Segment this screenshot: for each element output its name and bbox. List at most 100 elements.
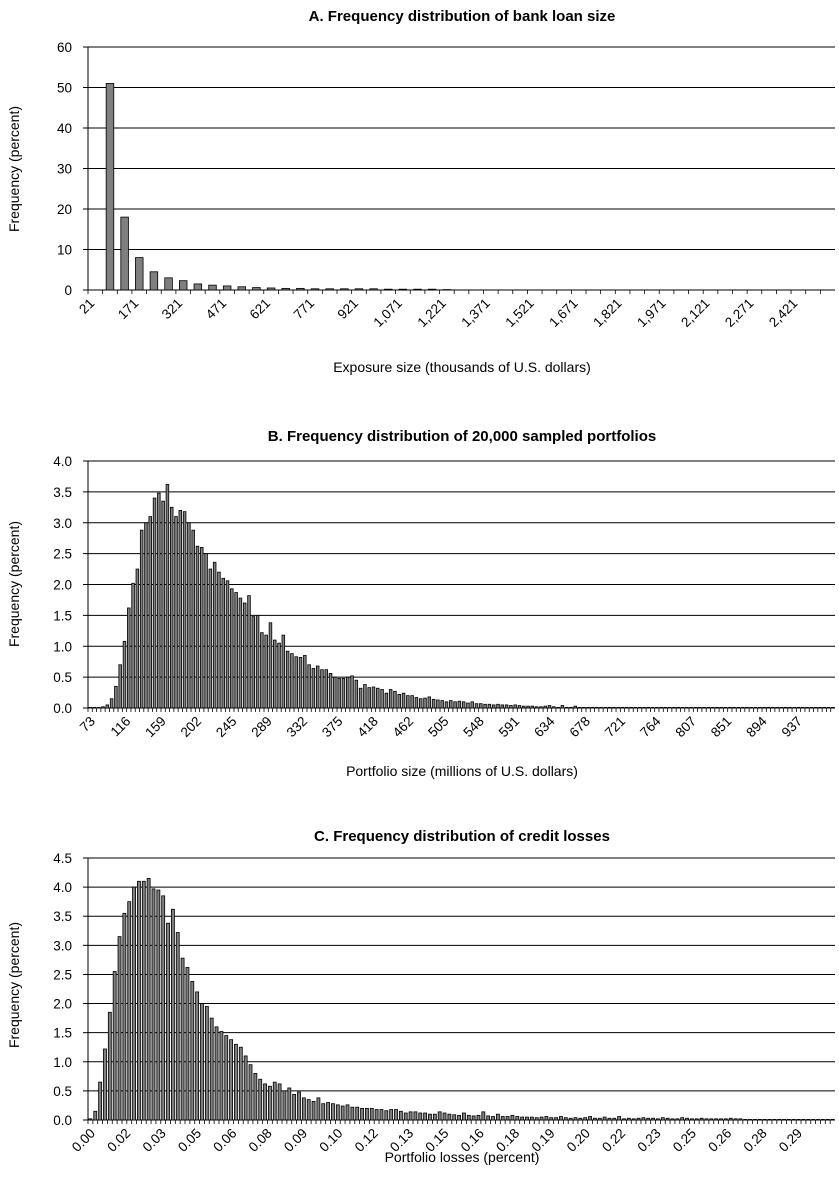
panel-c-bar bbox=[481, 1111, 486, 1121]
panel-b-x-tick-label: 245 bbox=[213, 714, 240, 741]
panel-c-y-tick-label: 4.0 bbox=[53, 880, 72, 895]
panel-a-x-tick-label: 2,121 bbox=[678, 296, 713, 331]
panel-b-bar bbox=[444, 701, 449, 709]
panel-b-bar bbox=[461, 701, 466, 709]
panel-b-bar bbox=[277, 642, 281, 709]
panel-b-bar bbox=[144, 522, 148, 709]
panel-a-bar bbox=[178, 280, 188, 291]
panel-b-bar bbox=[131, 582, 135, 709]
panel-c-bar bbox=[374, 1109, 379, 1121]
panel-c-bar bbox=[185, 967, 190, 1121]
panel-b-bar bbox=[388, 689, 393, 709]
panel-c-bar bbox=[685, 1117, 689, 1121]
panel-b-x-tick-label: 807 bbox=[673, 714, 700, 741]
panel-c-bar bbox=[132, 886, 136, 1121]
panel-c-x-tick-label: 0.10 bbox=[316, 1126, 345, 1155]
panel-b-bar bbox=[195, 545, 200, 709]
panel-b-bar bbox=[749, 706, 754, 709]
panel-c-bar bbox=[219, 1031, 224, 1121]
panel-a-x-tick-label: 2,271 bbox=[722, 296, 757, 331]
panel-c-y-axis-label: Frequency (percent) bbox=[6, 922, 22, 1048]
panel-c-bar bbox=[93, 1110, 98, 1121]
panel-c-bar bbox=[122, 912, 127, 1121]
panel-b-bar bbox=[363, 684, 367, 709]
panel-b-x-tick-label: 591 bbox=[496, 714, 523, 741]
panel-a-bar bbox=[369, 288, 378, 291]
panel-a-bar bbox=[237, 286, 247, 291]
panel-c-bar bbox=[592, 1117, 597, 1121]
panel-c-bar bbox=[292, 1093, 297, 1121]
panel-c-bar bbox=[345, 1104, 350, 1121]
panel-c-bar bbox=[413, 1111, 418, 1121]
panel-c-bar bbox=[398, 1110, 403, 1121]
panel-b-bar bbox=[582, 706, 586, 709]
panel-c-bar bbox=[825, 1119, 830, 1121]
panel-a-x-tick-label: 171 bbox=[115, 296, 142, 323]
panel-a-x-tick-label: 1,821 bbox=[590, 296, 625, 331]
panel-c-bar bbox=[539, 1116, 544, 1121]
panel-b-bar bbox=[187, 522, 191, 709]
panel-b-bar bbox=[122, 640, 127, 709]
panel-a-x-tick-label: 2,421 bbox=[766, 296, 801, 331]
panel-c-bar bbox=[723, 1118, 728, 1121]
panel-c-bar bbox=[156, 889, 161, 1121]
panel-a-bar bbox=[105, 83, 115, 291]
panel-b-bar bbox=[208, 568, 213, 709]
panel-c-bar bbox=[607, 1117, 612, 1121]
panel-b-y-tick-label: 4.0 bbox=[53, 454, 72, 469]
panel-c-bar bbox=[660, 1117, 665, 1121]
panel-b-x-tick-label: 721 bbox=[602, 714, 629, 741]
panel-b-bar bbox=[766, 706, 771, 709]
panel-c-x-tick-label: 0.26 bbox=[705, 1126, 734, 1155]
panel-b-bar bbox=[526, 705, 530, 709]
panel-c-bar bbox=[510, 1114, 515, 1121]
panel-c-bar bbox=[641, 1117, 646, 1121]
panel-c-y-tick-label: 2.0 bbox=[53, 997, 72, 1012]
panel-c-bar bbox=[88, 1118, 93, 1121]
panel-c-bar bbox=[811, 1119, 816, 1121]
panel-b-bar bbox=[745, 706, 749, 709]
panel-b-x-tick-label: 764 bbox=[637, 713, 664, 740]
panel-c-bar bbox=[282, 1090, 287, 1121]
panel-c-bar bbox=[360, 1107, 364, 1121]
panel-b-bar bbox=[105, 704, 110, 709]
panel-c-bar bbox=[782, 1119, 786, 1121]
panel-b-x-tick-label: 678 bbox=[566, 714, 593, 741]
panel-a-y-tick-label: 60 bbox=[57, 40, 72, 55]
panel-c-bar bbox=[830, 1119, 835, 1121]
panel-c-bar bbox=[690, 1118, 694, 1121]
panel-c-bar bbox=[457, 1114, 461, 1121]
panel-b-bar bbox=[341, 677, 346, 709]
panel-b-bar bbox=[161, 500, 165, 709]
panel-b-bar bbox=[706, 706, 711, 709]
panel-b-bar bbox=[474, 703, 479, 709]
panel-a-bar bbox=[296, 287, 305, 291]
panel-c-bar bbox=[612, 1117, 617, 1121]
panel-b-bar bbox=[320, 669, 324, 709]
panel-b-x-tick-label: 289 bbox=[248, 714, 275, 741]
panel-b-y-tick-label: 1.0 bbox=[53, 639, 72, 654]
panel-a-bar bbox=[354, 288, 364, 291]
panel-c-bar bbox=[656, 1118, 660, 1121]
panel-c-title: C. Frequency distribution of credit loss… bbox=[314, 828, 610, 845]
panel-b-bar bbox=[247, 595, 251, 709]
panel-b-bar bbox=[118, 664, 122, 709]
panel-b-x-axis-label: Portfolio size (millions of U.S. dollars… bbox=[346, 763, 578, 779]
panel-b-x-tick-label: 937 bbox=[779, 714, 806, 741]
panel-c-bar bbox=[670, 1118, 675, 1121]
panel-a-bar bbox=[310, 288, 320, 291]
panel-b-bar bbox=[397, 694, 401, 709]
panel-c-bar bbox=[258, 1078, 263, 1121]
panel-b-bar bbox=[809, 706, 814, 709]
panel-c-bar bbox=[680, 1117, 685, 1121]
panel-c-bar bbox=[423, 1112, 428, 1121]
panel-c-y-tick-label: 0.5 bbox=[53, 1084, 72, 1099]
panel-c-bar bbox=[500, 1116, 505, 1121]
panel-c-bar bbox=[665, 1117, 670, 1121]
panel-b-bar bbox=[191, 529, 195, 709]
panel-c-bar bbox=[573, 1117, 578, 1121]
panel-c-bar bbox=[791, 1119, 796, 1121]
panel-b-bar bbox=[539, 706, 543, 709]
panel-a-bar bbox=[120, 216, 129, 291]
panel-b-bar bbox=[801, 706, 805, 709]
